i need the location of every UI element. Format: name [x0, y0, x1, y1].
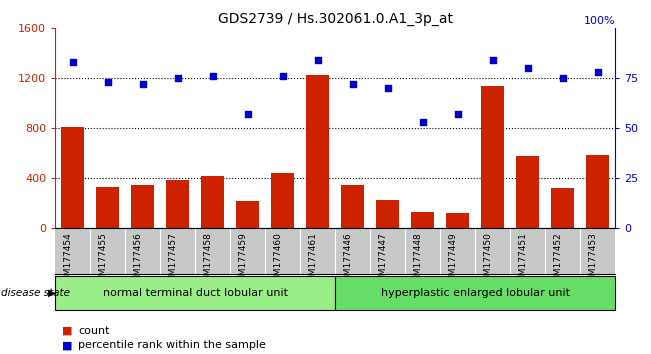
- Bar: [236, 201, 259, 228]
- Text: GSM177461: GSM177461: [309, 232, 318, 287]
- Text: GSM177457: GSM177457: [169, 232, 178, 287]
- Point: [208, 74, 218, 79]
- Text: ▶: ▶: [48, 288, 55, 298]
- Bar: [167, 180, 189, 228]
- Point: [488, 57, 498, 63]
- Bar: [341, 184, 364, 228]
- Point: [312, 57, 323, 63]
- Text: GSM177452: GSM177452: [554, 232, 562, 287]
- Point: [103, 80, 113, 85]
- Text: GSM177451: GSM177451: [519, 232, 528, 287]
- Text: GSM177446: GSM177446: [344, 232, 353, 287]
- Text: GSM177450: GSM177450: [484, 232, 493, 287]
- Bar: [481, 86, 504, 228]
- Text: GSM177460: GSM177460: [274, 232, 283, 287]
- Text: disease state: disease state: [1, 288, 70, 298]
- Point: [417, 120, 428, 125]
- Text: GSM177458: GSM177458: [204, 232, 213, 287]
- Point: [383, 86, 393, 91]
- Bar: [307, 75, 329, 228]
- Point: [277, 74, 288, 79]
- Bar: [201, 176, 224, 228]
- Text: GSM177449: GSM177449: [449, 232, 458, 287]
- Point: [243, 112, 253, 117]
- Bar: [271, 173, 294, 228]
- Text: GSM177455: GSM177455: [99, 232, 108, 287]
- Point: [173, 75, 183, 81]
- Bar: [96, 187, 119, 228]
- Text: count: count: [78, 326, 109, 336]
- Text: GSM177453: GSM177453: [589, 232, 598, 287]
- Text: 100%: 100%: [583, 16, 615, 26]
- Point: [557, 75, 568, 81]
- Bar: [447, 213, 469, 228]
- Point: [348, 81, 358, 87]
- Bar: [61, 127, 84, 228]
- Text: GSM177454: GSM177454: [64, 232, 73, 287]
- Text: hyperplastic enlarged lobular unit: hyperplastic enlarged lobular unit: [381, 288, 570, 298]
- Bar: [132, 185, 154, 228]
- Bar: [551, 188, 574, 228]
- Text: GSM177448: GSM177448: [414, 232, 422, 287]
- Point: [592, 69, 603, 75]
- Bar: [411, 212, 434, 228]
- Text: GSM177456: GSM177456: [134, 232, 143, 287]
- Text: GSM177459: GSM177459: [239, 232, 248, 287]
- Title: GDS2739 / Hs.302061.0.A1_3p_at: GDS2739 / Hs.302061.0.A1_3p_at: [218, 12, 452, 26]
- Bar: [335, 276, 615, 310]
- Text: percentile rank within the sample: percentile rank within the sample: [78, 340, 266, 350]
- Text: normal terminal duct lobular unit: normal terminal duct lobular unit: [103, 288, 288, 298]
- Bar: [587, 155, 609, 228]
- Text: ■: ■: [62, 326, 72, 336]
- Point: [68, 59, 78, 65]
- Point: [452, 112, 463, 117]
- Text: ■: ■: [62, 340, 72, 350]
- Bar: [516, 156, 539, 228]
- Text: GSM177447: GSM177447: [379, 232, 388, 287]
- Bar: [376, 200, 399, 228]
- Point: [523, 65, 533, 71]
- Bar: [55, 276, 335, 310]
- Point: [137, 81, 148, 87]
